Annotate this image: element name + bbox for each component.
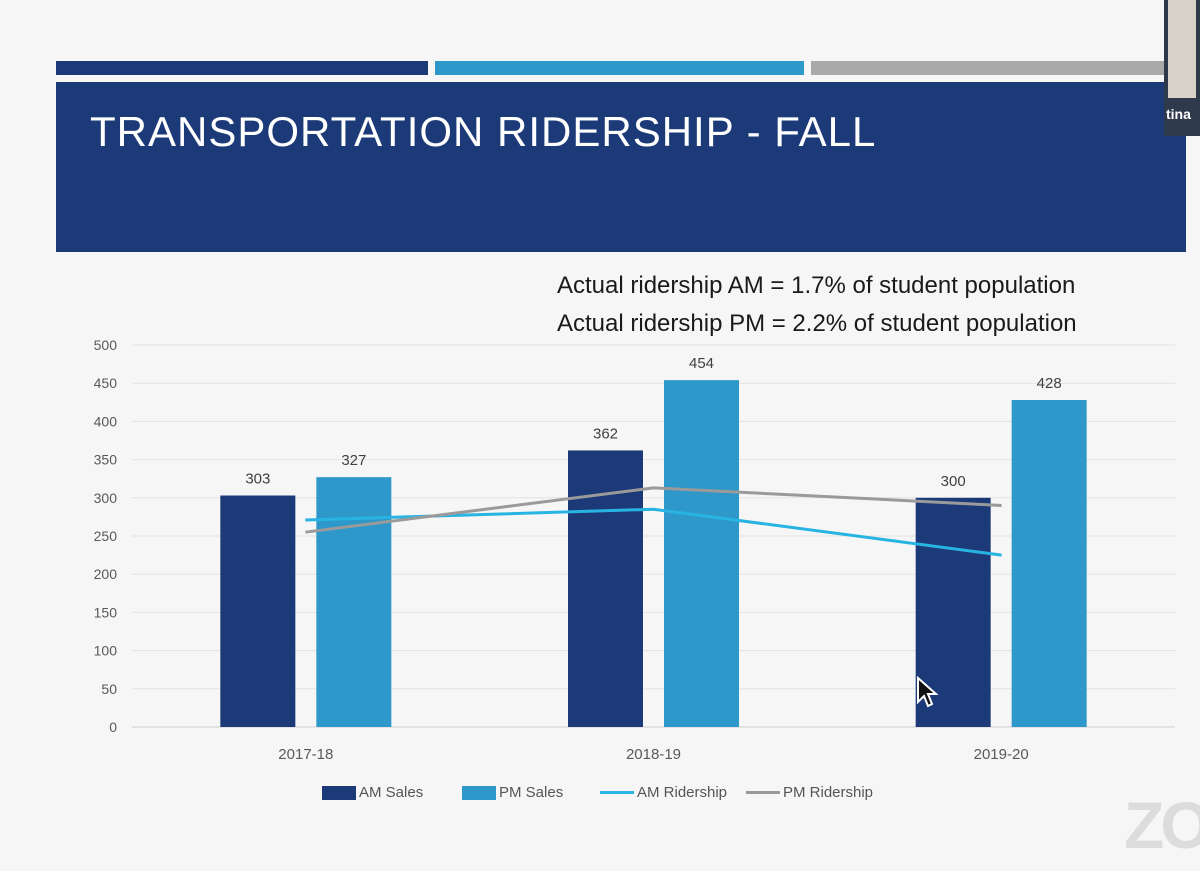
line-pm-ridership [305, 486, 1002, 534]
legend-label: AM Ridership [637, 784, 728, 801]
legend-swatch-box [462, 785, 496, 800]
ridership-note-pm: Actual ridership PM = 2.2% of student po… [557, 310, 1077, 337]
data-label: 300 [941, 473, 966, 490]
mouse-cursor-icon [917, 676, 939, 708]
y-tick-label: 50 [101, 681, 117, 697]
y-tick-label: 0 [109, 719, 117, 735]
y-tick-label: 150 [94, 604, 118, 620]
legend-swatch-line [600, 791, 634, 794]
data-label: 454 [689, 355, 714, 372]
y-tick-label: 100 [94, 643, 118, 659]
y-tick-label: 400 [94, 413, 118, 429]
slide-title: TRANSPORTATION RIDERSHIP - FALL [90, 108, 877, 155]
legend-item: AM Sales [322, 784, 423, 801]
bar-am-sales [220, 495, 296, 727]
participant-name: tina [1166, 106, 1191, 122]
participant-video-image [1168, 0, 1196, 98]
y-tick-label: 450 [94, 375, 118, 391]
bar-pm-sales [664, 380, 739, 727]
data-label: 303 [245, 471, 270, 488]
ridership-note-am: Actual ridership AM = 1.7% of student po… [557, 272, 1076, 299]
bar-pm-sales [1011, 400, 1087, 727]
line-am-ridership [305, 507, 1002, 557]
x-tick-label: 2018-19 [626, 746, 681, 763]
legend-item: AM Ridership [600, 784, 727, 801]
accent-stripe-blue [435, 61, 804, 75]
y-tick-label: 500 [94, 337, 118, 353]
y-tick-label: 350 [94, 452, 118, 468]
legend-label: PM Sales [499, 784, 564, 801]
title-banner: TRANSPORTATION RIDERSHIP - FALL [56, 82, 1186, 252]
bar-pm-sales [316, 477, 392, 727]
x-tick-label: 2017-18 [278, 746, 333, 763]
zoom-watermark: ZO [1124, 790, 1200, 860]
accent-stripe-gray [811, 61, 1171, 75]
data-label: 428 [1037, 375, 1062, 392]
y-tick-label: 200 [94, 566, 118, 582]
data-label: 362 [593, 425, 618, 442]
legend-swatch-box [322, 785, 356, 800]
legend-swatch-line [746, 791, 780, 794]
y-tick-label: 300 [94, 490, 118, 506]
legend-item: PM Ridership [746, 784, 873, 801]
participant-video-thumbnail[interactable]: tina [1164, 0, 1200, 136]
x-tick-label: 2019-20 [974, 746, 1029, 763]
accent-stripe-navy [56, 61, 428, 75]
data-label: 327 [341, 452, 366, 469]
legend-item: PM Sales [462, 784, 563, 801]
y-tick-label: 250 [94, 528, 118, 544]
legend-label: PM Ridership [783, 784, 874, 801]
legend-label: AM Sales [359, 784, 424, 801]
